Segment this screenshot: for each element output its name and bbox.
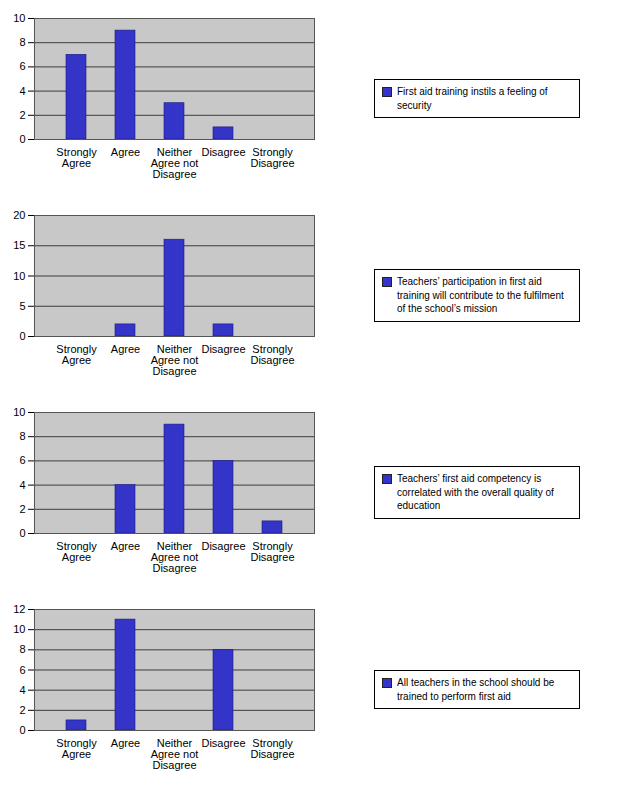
svg-text:Disagree: Disagree — [201, 540, 245, 552]
svg-text:0: 0 — [19, 724, 25, 736]
svg-text:4: 4 — [19, 479, 25, 491]
svg-text:6: 6 — [19, 60, 25, 72]
html-text:Teachers’ first aid competency: Teachers’ first aid competency is correl… — [397, 473, 554, 512]
svg-text:0: 0 — [19, 527, 25, 539]
html-text:First aid training instils a f: First aid training instils a feeling of … — [397, 86, 548, 111]
svg-text:4: 4 — [19, 85, 25, 97]
svg-text:Agree: Agree — [111, 540, 140, 552]
svg-text:6: 6 — [19, 664, 25, 676]
svg-text:StronglyAgree: StronglyAgree — [56, 146, 97, 169]
svg-text:NeitherAgree notDisagree: NeitherAgree notDisagree — [151, 737, 199, 771]
svg-text:10: 10 — [13, 270, 25, 282]
svg-text:10: 10 — [13, 12, 25, 24]
svg-text:6: 6 — [19, 454, 25, 466]
svg-text:8: 8 — [19, 36, 25, 48]
svg-text:Disagree: Disagree — [201, 737, 245, 749]
svg-text:Disagree: Disagree — [201, 343, 245, 355]
svg-text:0: 0 — [19, 330, 25, 342]
svg-text:StronglyDisagree: StronglyDisagree — [250, 737, 294, 760]
svg-text:StronglyDisagree: StronglyDisagree — [250, 146, 294, 169]
svg-text:5: 5 — [19, 300, 25, 312]
svg-text:Agree: Agree — [111, 343, 140, 355]
svg-text:12: 12 — [13, 603, 25, 615]
html-text:All teachers in the school sho: All teachers in the school should be tra… — [397, 677, 555, 702]
svg-text:15: 15 — [13, 239, 25, 251]
svg-text:StronglyAgree: StronglyAgree — [56, 737, 97, 760]
svg-text:20: 20 — [13, 209, 25, 221]
svg-text:0: 0 — [19, 133, 25, 145]
svg-text:Disagree: Disagree — [201, 146, 245, 158]
svg-text:Agree: Agree — [111, 737, 140, 749]
svg-text:10: 10 — [13, 623, 25, 635]
svg-text:2: 2 — [19, 704, 25, 716]
svg-text:NeitherAgree notDisagree: NeitherAgree notDisagree — [151, 146, 199, 180]
svg-text:8: 8 — [19, 643, 25, 655]
svg-text:8: 8 — [19, 430, 25, 442]
svg-text:2: 2 — [19, 503, 25, 515]
svg-text:StronglyDisagree: StronglyDisagree — [250, 343, 294, 366]
svg-text:NeitherAgree notDisagree: NeitherAgree notDisagree — [151, 343, 199, 377]
svg-text:10: 10 — [13, 406, 25, 418]
svg-text:StronglyAgree: StronglyAgree — [56, 540, 97, 563]
svg-text:StronglyDisagree: StronglyDisagree — [250, 540, 294, 563]
svg-text:4: 4 — [19, 684, 25, 696]
svg-text:Agree: Agree — [111, 146, 140, 158]
svg-text:2: 2 — [19, 109, 25, 121]
svg-text:NeitherAgree notDisagree: NeitherAgree notDisagree — [151, 540, 199, 574]
html-text:Teachers’ participation in fir: Teachers’ participation in first aid tra… — [397, 276, 564, 315]
svg-text:StronglyAgree: StronglyAgree — [56, 343, 97, 366]
